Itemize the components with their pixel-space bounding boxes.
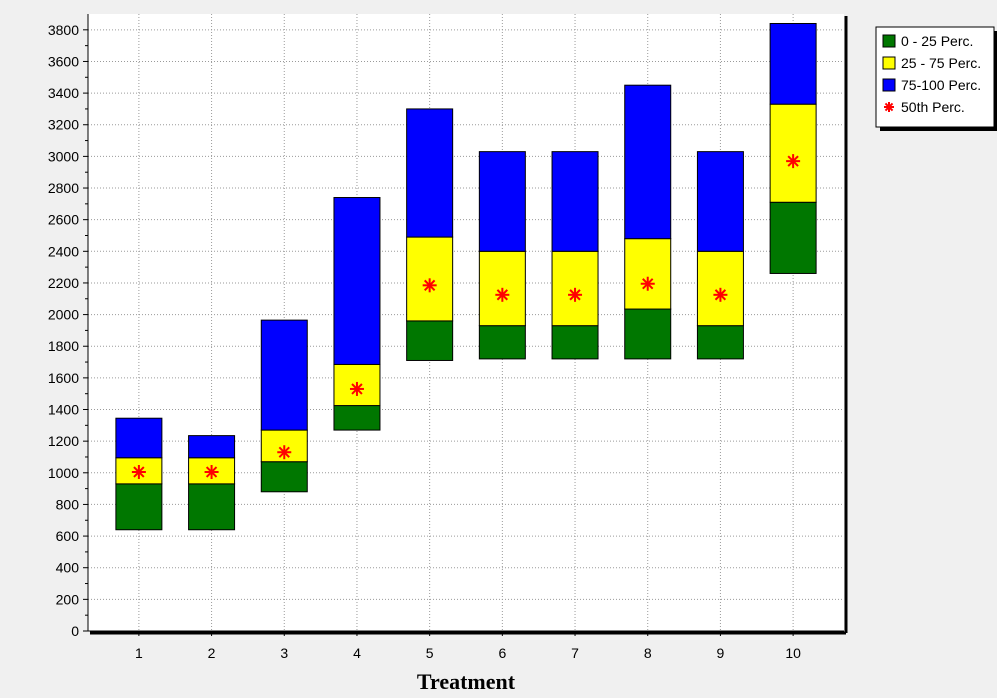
y-tick-label: 1200 (48, 433, 79, 449)
legend-items: 0 - 25 Perc. 25 - 75 Perc. 75-100 Perc. 50t… (882, 33, 981, 115)
y-tick-label: 3800 (48, 22, 79, 38)
y-tick-label: 0 (71, 623, 79, 639)
bar-segment (188, 483, 236, 531)
bar-segment (478, 151, 526, 252)
bar-segment (260, 461, 308, 493)
median-marker (277, 445, 292, 460)
bar-segment (769, 103, 817, 203)
median-marker (786, 154, 801, 169)
bar-segment (551, 325, 599, 360)
bar-segment (406, 320, 454, 361)
bar-segment (188, 457, 236, 485)
x-tick-label: 10 (785, 645, 801, 661)
bar-segment (406, 108, 454, 238)
bar-segment (333, 405, 381, 431)
median-marker (349, 381, 364, 396)
y-tick-label: 2400 (48, 243, 79, 259)
legend-item: 0 - 25 Perc. (882, 33, 973, 49)
x-tick-label: 7 (571, 645, 579, 661)
bar-segment (115, 417, 163, 459)
median-marker (131, 465, 146, 480)
legend-item: 75-100 Perc. (882, 77, 981, 93)
y-tick-label: 1000 (48, 465, 79, 481)
y-tick-label: 3400 (48, 85, 79, 101)
x-tick-label: 9 (717, 645, 725, 661)
legend-marker (884, 102, 894, 112)
y-tick-label: 2800 (48, 180, 79, 196)
bar-segment (624, 238, 672, 310)
x-tick-label: 5 (426, 645, 434, 661)
y-ticks: 0 200 400 600 800 1000 1200 1400 1600 1800 2000 220… (48, 22, 88, 639)
median-marker (495, 287, 510, 302)
legend-box (875, 26, 995, 128)
bar-segment (551, 151, 599, 252)
y-tick-label: 3600 (48, 53, 79, 69)
legend-label: 75-100 Perc. (901, 77, 981, 93)
y-tick-label: 1400 (48, 402, 79, 418)
legend-item: 50th Perc. (884, 99, 965, 115)
legend-item: 25 - 75 Perc. (882, 55, 981, 71)
y-tick-label: 800 (56, 496, 80, 512)
y-tick-label: 600 (56, 528, 80, 544)
x-tick-label: 8 (644, 645, 652, 661)
y-tick-label: 2200 (48, 275, 79, 291)
y-tick-label: 2000 (48, 307, 79, 323)
bar-segment (188, 435, 236, 459)
x-ticks: 1 2 3 4 5 6 7 8 9 10 (102, 631, 830, 661)
bar-segment (696, 151, 744, 252)
legend-swatch (882, 56, 896, 70)
x-tick-label: 4 (353, 645, 361, 661)
bar-segment (115, 483, 163, 531)
legend-label: 25 - 75 Perc. (901, 55, 981, 71)
median-marker (713, 287, 728, 302)
y-tick-label: 400 (56, 560, 80, 576)
bar-segment (696, 325, 744, 360)
median-marker (640, 276, 655, 291)
x-tick-label: 1 (135, 645, 143, 661)
x-tick-label: 3 (280, 645, 288, 661)
bar-segment (624, 84, 672, 240)
y-tick-label: 1800 (48, 338, 79, 354)
x-tick-label: 2 (208, 645, 216, 661)
y-tick-label: 3200 (48, 117, 79, 133)
median-marker (568, 287, 583, 302)
median-marker (422, 278, 437, 293)
legend-label: 0 - 25 Perc. (901, 33, 973, 49)
bar-segment (769, 22, 817, 105)
x-axis-title: Treatment (417, 669, 516, 693)
legend-label: 50th Perc. (901, 99, 965, 115)
bar-segment (478, 325, 526, 360)
median-markers (131, 154, 801, 480)
y-tick-label: 200 (56, 591, 80, 607)
bar-segment (333, 197, 381, 365)
y-tick-label: 3000 (48, 148, 79, 164)
legend-swatch (882, 34, 896, 48)
y-tick-label: 2600 (48, 212, 79, 228)
x-tick-label: 6 (498, 645, 506, 661)
legend: 0 - 25 Perc. 25 - 75 Perc. 75-100 Perc. 50t… (875, 26, 997, 131)
median-marker (204, 465, 219, 480)
bar-segment (551, 250, 599, 327)
bar-segment (624, 308, 672, 360)
legend-swatch (882, 78, 896, 92)
bar-segment (769, 201, 817, 274)
bar-segment (260, 319, 308, 431)
y-tick-label: 1600 (48, 370, 79, 386)
